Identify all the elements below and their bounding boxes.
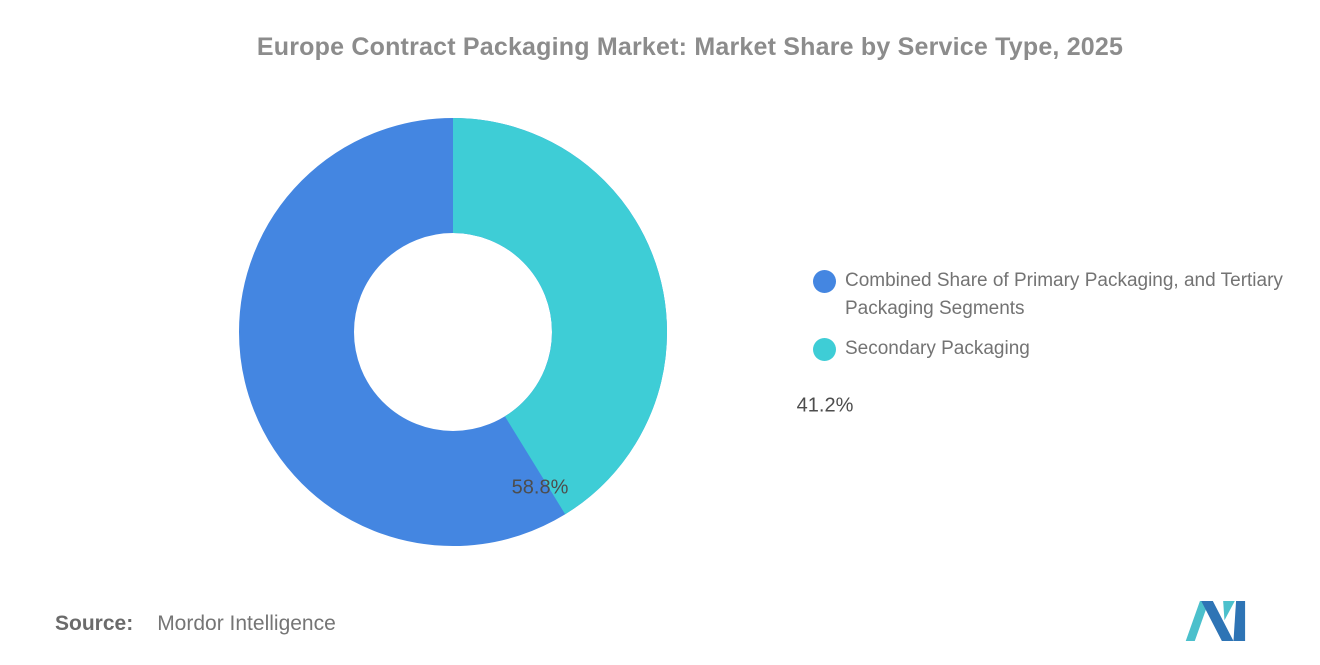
source-value: Mordor Intelligence — [157, 612, 336, 635]
legend-marker-secondary-icon — [813, 338, 836, 361]
donut-svg — [239, 118, 667, 546]
legend-label-primary: Combined Share of Primary Packaging, and… — [845, 270, 1283, 319]
legend-item-secondary: Secondary Packaging — [813, 335, 1285, 363]
donut-chart: 58.8% 41.2% — [233, 112, 853, 552]
legend-item-primary: Combined Share of Primary Packaging, and… — [813, 267, 1285, 323]
legend-marker-primary-icon — [813, 270, 836, 293]
data-label-secondary: 41.2% — [796, 394, 854, 417]
data-label-primary: 58.8% — [511, 476, 569, 499]
source-attribution: Source: Mordor Intelligence — [55, 612, 336, 636]
legend: Combined Share of Primary Packaging, and… — [813, 267, 1285, 363]
chart-title: Europe Contract Packaging Market: Market… — [256, 33, 1124, 61]
legend-label-secondary: Secondary Packaging — [845, 338, 1030, 359]
mordor-intelligence-logo-icon — [1185, 601, 1246, 641]
source-label: Source: — [55, 612, 134, 635]
donut-segment-secondary — [239, 118, 667, 546]
